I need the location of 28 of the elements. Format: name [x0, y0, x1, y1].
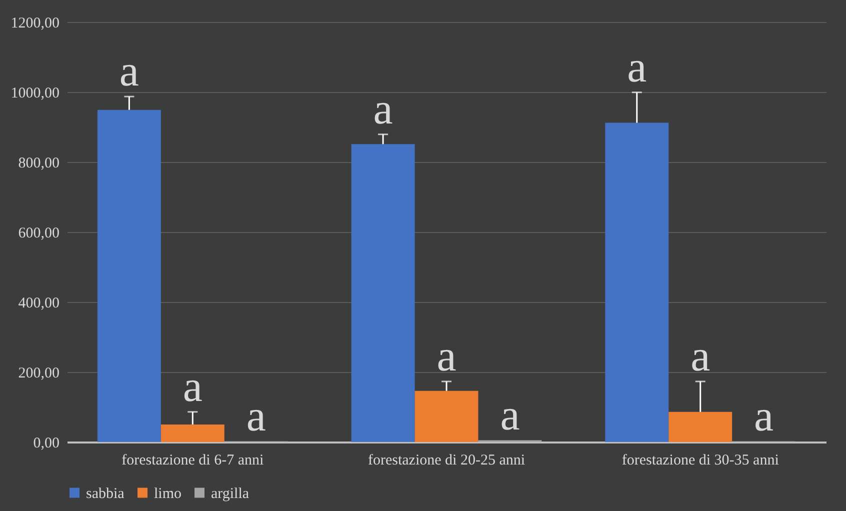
annotation: a: [690, 331, 710, 380]
annotation: a: [754, 391, 774, 440]
bar: [160, 424, 224, 442]
x-tick-label: forestazione di 20-25 anni: [368, 452, 526, 468]
x-tick-label: forestazione di 30-35 anni: [622, 452, 779, 468]
legend-label: sabbia: [86, 486, 125, 502]
bar: [414, 390, 478, 442]
annotation: a: [373, 84, 393, 134]
y-tick-label: 1200,00: [10, 16, 60, 32]
x-tick-label: forestazione di 6-7 anni: [122, 452, 264, 468]
legend-label: argilla: [211, 486, 250, 502]
legend-label: limo: [154, 486, 182, 502]
bar: [605, 122, 669, 442]
y-tick-label: 1000,00: [10, 86, 60, 102]
y-tick-label: 400,00: [18, 296, 60, 312]
annotation: a: [246, 391, 266, 440]
annotation: a: [119, 46, 139, 96]
annotation: a: [182, 362, 202, 411]
bar: [351, 144, 415, 442]
bar: [668, 412, 732, 442]
y-tick-label: 200,00: [18, 366, 60, 382]
y-tick-label: 600,00: [18, 226, 60, 242]
bar: [97, 110, 161, 442]
annotation: a: [500, 390, 520, 440]
y-tick-label: 800,00: [18, 156, 60, 172]
annotation: a: [627, 42, 647, 92]
y-tick-label: 0,00: [33, 436, 60, 452]
annotation: a: [436, 331, 456, 380]
